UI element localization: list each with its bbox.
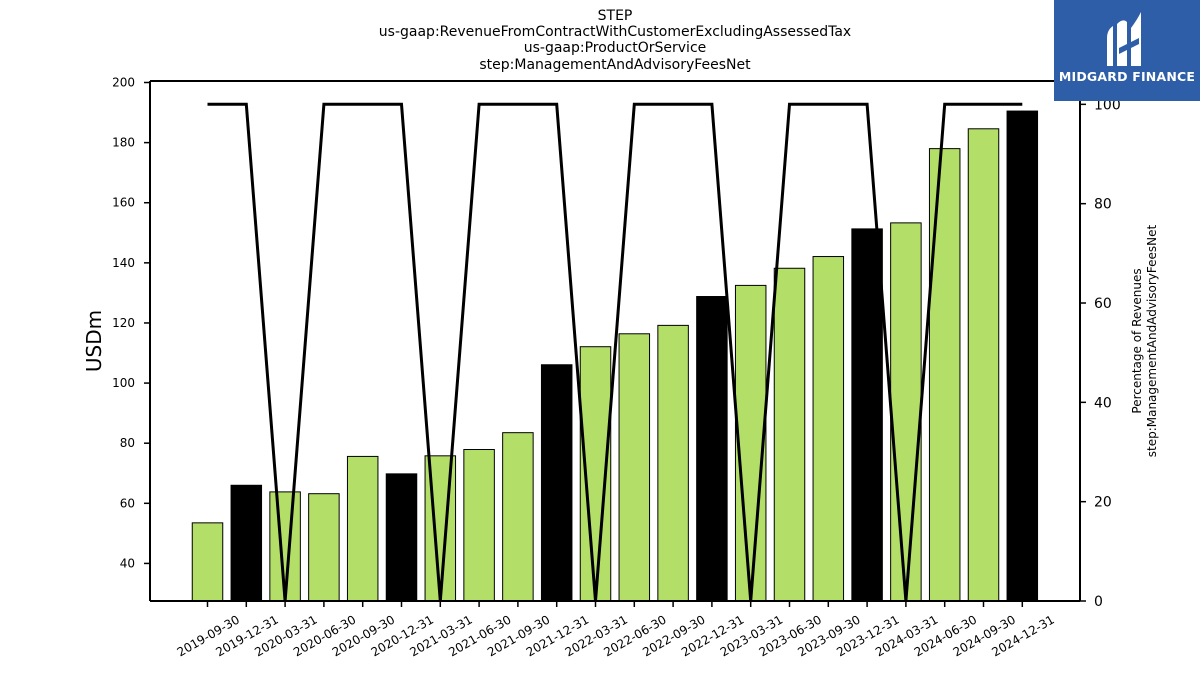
mf-monogram-icon bbox=[1107, 12, 1141, 66]
y2-tick-label: 100 bbox=[1094, 97, 1121, 113]
chart-title: STEP us-gaap:RevenueFromContractWithCust… bbox=[379, 8, 851, 73]
logo-text: MIDGARD FINANCE bbox=[1058, 69, 1196, 84]
y-tick-label: 60 bbox=[120, 496, 135, 510]
y-tick-label: 120 bbox=[112, 316, 135, 330]
y-tick-label: 160 bbox=[112, 196, 135, 210]
bar bbox=[812, 256, 845, 602]
y2-tick-label: 60 bbox=[1094, 296, 1112, 312]
bar bbox=[618, 333, 651, 602]
y2-tick-label: 0 bbox=[1094, 594, 1103, 610]
bar bbox=[540, 364, 573, 602]
axes bbox=[149, 80, 1081, 602]
chart-title-line: us-gaap:ProductOrService bbox=[524, 40, 707, 56]
bar bbox=[308, 493, 340, 602]
bar bbox=[734, 284, 767, 602]
bar bbox=[967, 128, 1000, 602]
percentage-line-series bbox=[207, 102, 1023, 602]
bar-series bbox=[191, 110, 1039, 602]
y2-tick-label: 80 bbox=[1094, 197, 1112, 213]
y2-axis-label: Percentage of Revenues step:ManagementAn… bbox=[1130, 224, 1159, 457]
y-tick-label: 140 bbox=[112, 256, 135, 270]
bar bbox=[346, 455, 379, 602]
midgard-finance-logo: MIDGARD FINANCE bbox=[1054, 0, 1200, 101]
bar bbox=[463, 449, 495, 602]
bar bbox=[657, 324, 689, 602]
chart-title-line: step:ManagementAndAdvisoryFeesNet bbox=[479, 57, 751, 73]
chart-title-line: us-gaap:RevenueFromContractWithCustomerE… bbox=[379, 24, 851, 40]
chart-title-line: STEP bbox=[598, 8, 633, 24]
bar bbox=[502, 432, 534, 602]
bar bbox=[1006, 110, 1039, 602]
y-axis-label: USDm bbox=[82, 310, 106, 372]
bar bbox=[191, 522, 224, 602]
y-tick-label: 200 bbox=[112, 76, 135, 90]
y-tick-label: 100 bbox=[112, 376, 135, 390]
y-axis-ticks: 40 60 80 100 120 140 160 180 200 bbox=[112, 76, 150, 570]
bar bbox=[269, 491, 301, 602]
bar bbox=[890, 222, 922, 602]
percentage-line bbox=[207, 102, 1023, 602]
y-tick-label: 180 bbox=[112, 136, 135, 150]
bar bbox=[851, 228, 883, 602]
y2-axis-label-line: step:ManagementAndAdvisoryFeesNet bbox=[1145, 224, 1159, 457]
y2-axis-label-line: Percentage of Revenues bbox=[1130, 268, 1144, 413]
bar bbox=[773, 267, 806, 602]
bar bbox=[385, 473, 418, 602]
y-tick-label: 40 bbox=[120, 556, 135, 570]
y2-tick-label: 20 bbox=[1094, 495, 1112, 511]
bar bbox=[230, 484, 263, 602]
y2-tick-label: 40 bbox=[1094, 395, 1112, 411]
bar bbox=[928, 148, 961, 602]
y2-axis-ticks: 0 20 40 60 80 100 bbox=[1080, 97, 1121, 610]
y-tick-label: 80 bbox=[120, 436, 135, 450]
x-axis-ticks: 2019-09-302019-12-312020-03-312020-06-30… bbox=[175, 601, 1057, 659]
bar bbox=[696, 296, 728, 602]
